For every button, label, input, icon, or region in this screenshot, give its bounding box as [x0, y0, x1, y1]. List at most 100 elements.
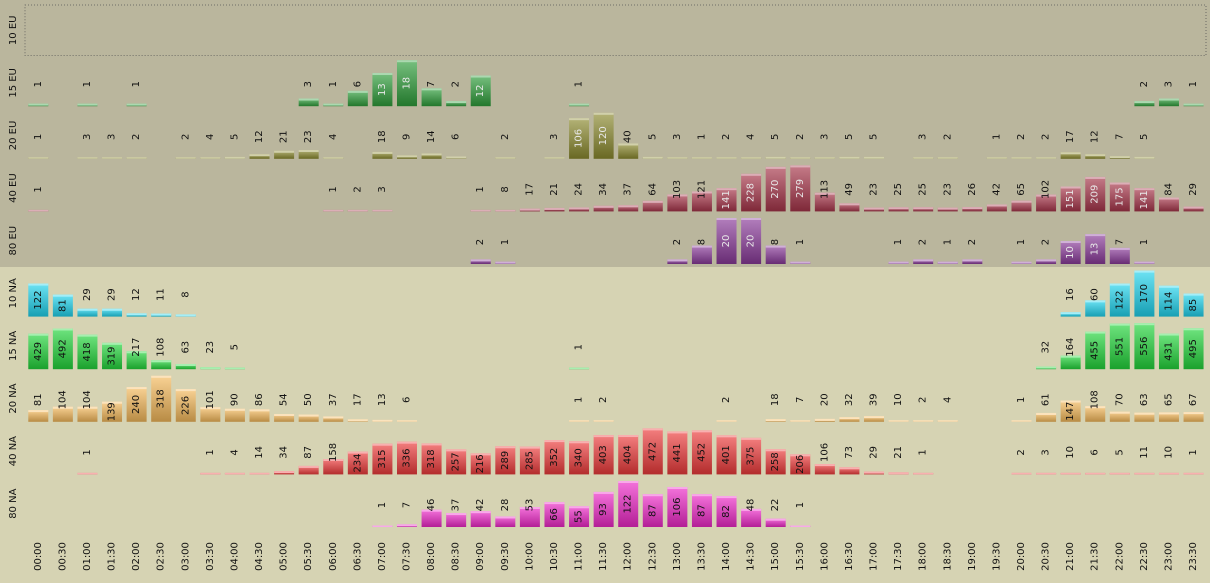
bar — [52, 294, 73, 317]
bar — [102, 308, 123, 317]
x-tick-label: 10:30 — [549, 542, 560, 571]
data-label: 1 — [991, 134, 1002, 140]
x-tick-label: 09:00 — [475, 542, 486, 571]
bar-highlight — [323, 209, 344, 212]
bar-highlight — [1158, 98, 1179, 101]
bar-highlight — [28, 410, 49, 413]
data-label: 2 — [131, 134, 142, 140]
bar — [274, 150, 295, 159]
x-tick-label: 10:00 — [524, 542, 535, 571]
bar-highlight — [1036, 259, 1057, 262]
data-label: 108 — [156, 338, 167, 357]
bar-highlight — [839, 467, 860, 470]
bar — [1085, 234, 1106, 264]
data-label: 65 — [1016, 183, 1027, 196]
bar-highlight — [224, 408, 245, 411]
bar — [839, 203, 860, 212]
bar — [1134, 101, 1155, 107]
bar-highlight — [1060, 152, 1081, 155]
data-label: 29 — [107, 288, 118, 301]
data-label: 8 — [500, 186, 511, 192]
bar-highlight — [151, 360, 172, 363]
bar-highlight — [569, 420, 590, 422]
bar-highlight — [52, 406, 73, 409]
bar-highlight — [77, 334, 98, 337]
data-label: 25 — [918, 183, 929, 196]
bar-highlight — [421, 443, 442, 446]
bar-highlight — [667, 259, 688, 262]
data-label: 1 — [328, 81, 339, 87]
bar — [421, 443, 442, 475]
bar-highlight — [396, 60, 417, 63]
x-tick-label: 05:00 — [279, 542, 290, 571]
data-label: 279 — [795, 179, 806, 198]
data-label: 315 — [377, 450, 388, 469]
data-label: 404 — [623, 445, 634, 464]
data-label: 85 — [1188, 299, 1199, 312]
bar-highlight — [1158, 197, 1179, 200]
bar-highlight — [1158, 412, 1179, 415]
data-label: 42 — [991, 183, 1002, 196]
bar — [741, 173, 762, 212]
bar-highlight — [470, 259, 491, 262]
bar-highlight — [544, 207, 565, 210]
data-label: 49 — [844, 183, 855, 196]
bar — [421, 153, 442, 159]
bar-highlight — [937, 420, 958, 422]
bar-highlight — [716, 188, 737, 191]
row-label: 40 NA — [8, 436, 19, 466]
x-tick-label: 11:00 — [574, 542, 585, 571]
data-label: 1 — [795, 239, 806, 245]
data-label: 2 — [1041, 239, 1052, 245]
bar-highlight — [298, 149, 319, 152]
bar-highlight — [667, 157, 688, 159]
bar — [298, 414, 319, 422]
bar — [446, 449, 467, 475]
data-label: 472 — [647, 442, 658, 461]
bar-highlight — [1134, 472, 1155, 475]
bar — [593, 435, 614, 475]
x-tick-label: 03:30 — [205, 542, 216, 571]
bar-highlight — [77, 406, 98, 409]
data-label: 18 — [377, 130, 388, 143]
bar-highlight — [544, 440, 565, 443]
bar-highlight — [200, 157, 221, 159]
bar — [1134, 188, 1155, 212]
bar-highlight — [495, 157, 516, 159]
bar-highlight — [200, 367, 221, 370]
bar — [1158, 285, 1179, 317]
bar — [175, 389, 196, 422]
data-label: 7 — [1114, 134, 1125, 140]
bar-highlight — [790, 420, 811, 422]
bar — [618, 143, 639, 159]
data-label: 3 — [549, 134, 560, 140]
data-label: 40 — [623, 130, 634, 143]
data-label: 20 — [721, 235, 732, 248]
bar — [1109, 247, 1130, 264]
data-label: 216 — [475, 454, 486, 473]
bar-highlight — [569, 367, 590, 370]
bar — [224, 408, 245, 422]
x-tick-label: 12:30 — [647, 542, 658, 571]
data-label: 3 — [377, 186, 388, 192]
bar-highlight — [1036, 157, 1057, 159]
x-tick-label: 07:00 — [377, 542, 388, 571]
x-tick-label: 08:00 — [426, 542, 437, 571]
data-label: 2 — [795, 134, 806, 140]
bar — [1158, 197, 1179, 212]
data-label: 11 — [156, 288, 167, 301]
data-label: 48 — [746, 499, 757, 512]
bar — [691, 494, 712, 527]
bar-highlight — [765, 156, 786, 159]
bar-highlight — [126, 103, 147, 106]
bar — [1085, 300, 1106, 317]
bar — [667, 487, 688, 527]
bar — [1183, 293, 1204, 317]
bar-highlight — [864, 416, 885, 419]
x-tick-label: 16:30 — [844, 542, 855, 571]
bar — [691, 191, 712, 212]
bar-highlight — [667, 487, 688, 490]
bar-highlight — [372, 209, 393, 212]
data-label: 1 — [1139, 239, 1150, 245]
data-label: 2 — [672, 239, 683, 245]
